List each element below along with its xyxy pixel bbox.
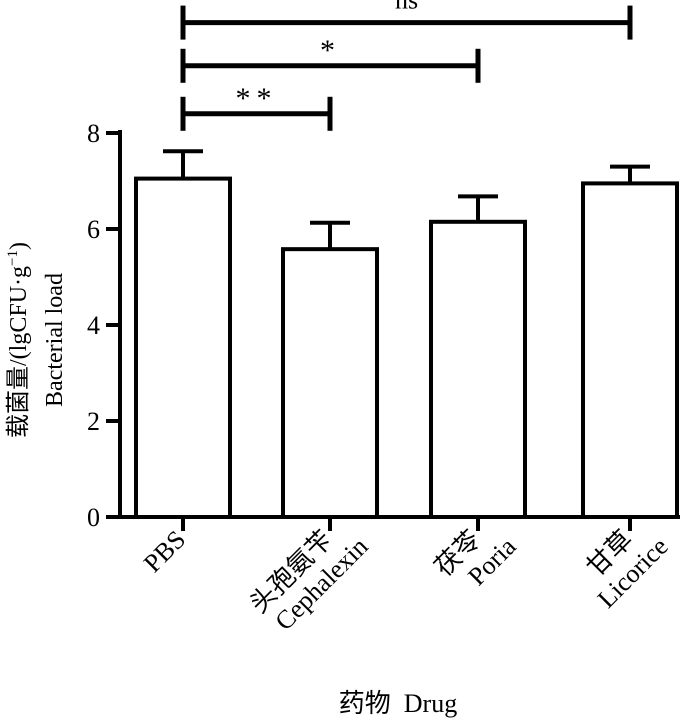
x-axis-label: 药物 Drug bbox=[339, 689, 457, 718]
y-tick-label-2: 2 bbox=[87, 407, 100, 436]
bar-3 bbox=[581, 181, 679, 519]
bar-2 bbox=[429, 219, 527, 520]
bar-1 bbox=[281, 247, 379, 519]
sig-label-2: ns bbox=[395, 0, 418, 15]
y-tick-label-4: 4 bbox=[87, 311, 100, 340]
sig-label-1: * bbox=[320, 34, 341, 67]
sig-label-0: ** bbox=[236, 82, 278, 115]
y-tick-label-6: 6 bbox=[87, 215, 100, 244]
error-bars bbox=[163, 149, 650, 250]
axis-labels: 载菌量/(lgCFU·g−1) Bacterial load 药物 Drug bbox=[5, 242, 457, 718]
x-tick-label-group-0: PBS bbox=[138, 525, 191, 578]
y-tick-label-8: 8 bbox=[87, 119, 100, 148]
y-axis-label-english: Bacterial load bbox=[42, 273, 68, 407]
x-tick-label-0: PBS bbox=[138, 525, 191, 578]
bar-0 bbox=[134, 176, 232, 519]
bars bbox=[134, 176, 679, 520]
y-axis-label: 载菌量/(lgCFU·g−1) bbox=[5, 242, 32, 438]
y-tick-label-0: 0 bbox=[87, 503, 100, 532]
significance-brackets: ***ns bbox=[180, 0, 633, 131]
